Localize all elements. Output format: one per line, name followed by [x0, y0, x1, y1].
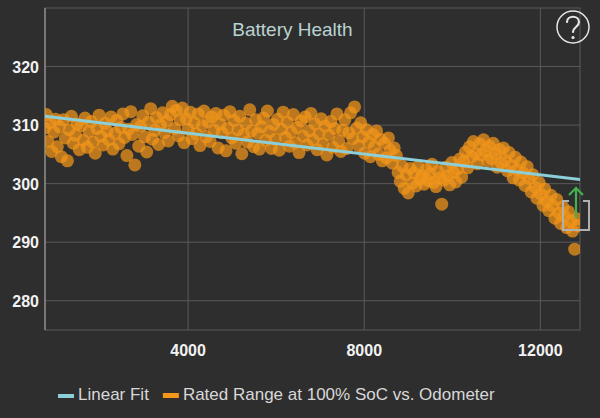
- point: [235, 147, 248, 160]
- legend-swatch: [163, 393, 179, 398]
- legend-label: Linear Fit: [78, 385, 149, 404]
- y-tick-label: 290: [12, 234, 39, 251]
- y-grid-line: [45, 242, 580, 243]
- point: [261, 105, 274, 118]
- point: [124, 105, 137, 118]
- help-icon: [557, 11, 589, 43]
- x-grid-line: [188, 8, 189, 330]
- y-tick-label: 310: [12, 117, 39, 134]
- point: [61, 154, 74, 167]
- share-arrow-shaft: [575, 189, 577, 218]
- share-icon: [563, 188, 589, 230]
- x-grid-line: [540, 8, 541, 330]
- data-layer: [45, 100, 580, 256]
- legend-label: Rated Range at 100% SoC vs. Odometer: [183, 385, 495, 404]
- help-circle: [557, 11, 589, 43]
- x-tick-label: 4000: [170, 342, 206, 359]
- help-mark: [567, 17, 579, 32]
- plot-frame: [45, 8, 580, 330]
- y-grid-line: [45, 300, 580, 301]
- point: [568, 243, 580, 256]
- fit-line: [45, 116, 580, 179]
- y-grid-line: [45, 66, 580, 67]
- title: Battery Health: [232, 19, 352, 40]
- grid: [45, 8, 580, 330]
- legend: Linear Fit Rated Range at 100% SoC vs. Od…: [58, 385, 495, 404]
- scatter-points: [45, 100, 580, 256]
- y-grid-line: [45, 183, 580, 184]
- y-axis-line: [44, 8, 46, 330]
- point: [128, 158, 141, 171]
- help-dot: [571, 36, 574, 39]
- y-tick-label: 320: [12, 59, 39, 76]
- y-tick-label: 300: [12, 176, 39, 193]
- point: [435, 198, 448, 211]
- point: [348, 100, 361, 113]
- legend-swatch: [58, 394, 74, 398]
- background: [0, 0, 600, 418]
- y-tick-label: 280: [12, 293, 39, 310]
- chart: 280 290 300 310 320 4000 8000 12000 Battery Heal…: [0, 0, 600, 418]
- share-arrow-head: [569, 188, 583, 195]
- x-tick-label: 12000: [518, 342, 563, 359]
- x-tick-label: 8000: [346, 342, 382, 359]
- x-grid-line: [364, 8, 365, 330]
- point: [140, 146, 153, 159]
